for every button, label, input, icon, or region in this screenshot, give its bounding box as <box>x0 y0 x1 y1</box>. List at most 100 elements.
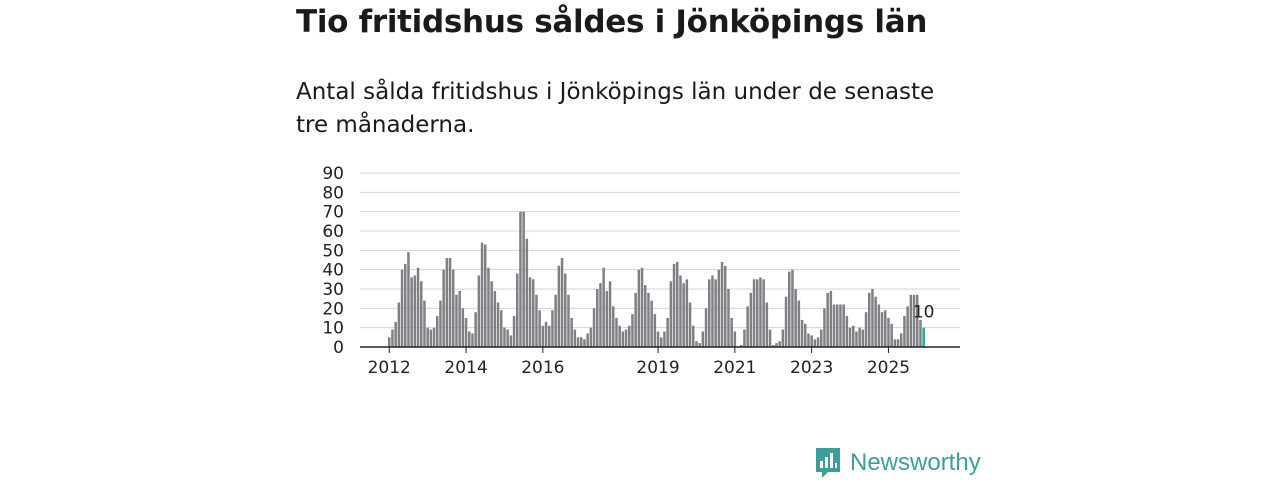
bar <box>420 281 423 347</box>
bar <box>845 316 849 347</box>
x-tick-label: 2021 <box>713 358 756 378</box>
bar <box>461 308 465 347</box>
x-tick-label: 2023 <box>790 358 833 378</box>
bar <box>432 327 436 347</box>
bar <box>512 316 516 347</box>
bar <box>660 337 663 347</box>
y-tick-label: 60 <box>322 222 344 242</box>
bar <box>823 308 826 347</box>
bar <box>724 265 727 347</box>
chart-subtitle: Antal sålda fritidshus i Jönköpings län … <box>296 79 935 138</box>
bar <box>685 279 689 347</box>
bar <box>912 294 916 347</box>
bar <box>628 325 631 347</box>
bar <box>813 339 817 347</box>
bar <box>634 292 637 347</box>
bar <box>464 318 468 347</box>
bar <box>583 339 586 347</box>
bar <box>720 261 724 347</box>
bar <box>548 325 551 347</box>
bar <box>484 244 487 347</box>
bar <box>436 316 439 347</box>
bar <box>842 304 845 347</box>
x-tick-label: 2012 <box>368 358 411 378</box>
bar <box>592 308 596 347</box>
bar <box>759 277 762 347</box>
bar <box>429 329 433 347</box>
bar <box>714 279 717 347</box>
bar <box>800 319 804 347</box>
bar <box>666 318 669 347</box>
bar <box>807 333 810 347</box>
bar <box>637 269 641 347</box>
bar <box>791 269 794 347</box>
bar <box>919 319 922 347</box>
bar <box>682 283 685 347</box>
bar <box>740 345 743 347</box>
bar <box>535 294 538 347</box>
bar <box>516 273 519 347</box>
bar <box>820 329 823 347</box>
bar <box>794 289 797 347</box>
bar-chart-speech-bubble-icon <box>816 448 840 478</box>
x-tick-label: 2014 <box>444 358 487 378</box>
bar <box>570 318 573 347</box>
bar <box>804 323 807 347</box>
bar <box>493 290 497 347</box>
bar <box>605 290 609 347</box>
bar <box>765 302 769 347</box>
y-tick-label: 40 <box>322 261 344 281</box>
bar <box>893 339 897 347</box>
bar <box>836 304 839 347</box>
bar <box>900 333 903 347</box>
y-tick-label: 90 <box>322 164 344 184</box>
bar <box>532 279 535 347</box>
bar <box>400 269 404 347</box>
bar <box>688 302 692 347</box>
bar <box>589 327 593 347</box>
bar <box>394 321 397 347</box>
bar <box>551 310 554 347</box>
bar <box>884 310 887 347</box>
bar <box>599 283 602 347</box>
bar <box>797 300 801 347</box>
bar <box>560 258 564 347</box>
bar <box>868 292 871 347</box>
bar <box>672 263 676 347</box>
bar <box>647 292 650 347</box>
bar <box>477 275 481 347</box>
bar <box>573 329 577 347</box>
bar <box>775 343 778 347</box>
bar <box>676 261 679 347</box>
bar <box>871 289 874 347</box>
bar <box>576 337 580 347</box>
bar <box>644 285 647 347</box>
bar <box>839 304 842 347</box>
bar <box>391 329 394 347</box>
bar <box>519 211 522 347</box>
bar <box>522 211 525 347</box>
bar <box>407 252 410 347</box>
bar <box>903 316 906 347</box>
bar <box>503 327 506 347</box>
bar <box>656 331 660 347</box>
bar <box>906 306 909 347</box>
bar <box>861 329 865 347</box>
bar <box>864 312 868 347</box>
bar <box>778 341 781 347</box>
bar <box>468 331 471 347</box>
chart-title: Tio fritidshus såldes i Jönköpings län <box>296 4 928 40</box>
y-tick-label: 20 <box>322 299 344 319</box>
bar <box>564 273 567 347</box>
bar <box>784 296 788 347</box>
bar <box>388 337 391 347</box>
bar <box>887 318 890 347</box>
bar <box>471 333 474 347</box>
bar <box>404 263 407 347</box>
bar <box>909 294 913 347</box>
bar <box>704 308 708 347</box>
x-tick-label: 2019 <box>636 358 679 378</box>
bar <box>653 314 657 347</box>
bar <box>448 258 452 347</box>
bar <box>781 329 785 347</box>
